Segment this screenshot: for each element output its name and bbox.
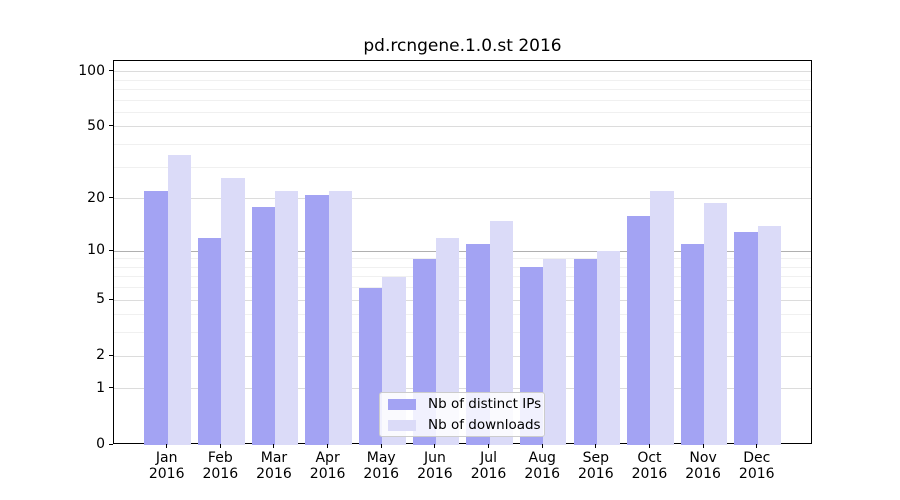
plot-area: Nb of distinct IPs Nb of downloads	[113, 60, 812, 445]
chart-title: pd.rcngene.1.0.st 2016	[363, 36, 562, 56]
y-tick-mark	[109, 197, 113, 199]
legend: Nb of distinct IPs Nb of downloads	[379, 392, 545, 437]
bar-downloads-dec	[757, 225, 782, 445]
gridline	[114, 388, 811, 390]
gridline	[114, 126, 811, 128]
y-tick-label: 2	[96, 347, 105, 364]
legend-label-distinct-ips: Nb of distinct IPs	[428, 396, 542, 412]
x-tick-mark	[488, 444, 490, 448]
legend-item-downloads: Nb of downloads	[380, 417, 544, 433]
bar-distinct-ips-jan	[144, 191, 168, 445]
bar-downloads-jul	[489, 220, 513, 445]
bar-downloads-nov	[704, 202, 728, 445]
y-tick-label: 50	[87, 117, 105, 134]
gridline	[114, 198, 811, 200]
x-tick-label-may: May 2016	[363, 450, 400, 482]
legend-swatch-downloads	[388, 419, 416, 431]
gridline	[114, 144, 811, 146]
bar-distinct-ips-may	[358, 287, 383, 445]
y-tick-mark	[109, 298, 113, 300]
gridline	[114, 99, 811, 101]
x-tick-mark	[595, 444, 597, 448]
bar-distinct-ips-oct	[627, 215, 651, 445]
y-tick-label: 5	[96, 291, 105, 308]
x-tick-mark	[327, 444, 329, 448]
x-tick-mark	[756, 444, 758, 448]
bar-distinct-ips-nov	[680, 244, 705, 445]
bar-downloads-sep	[596, 251, 621, 445]
y-tick-label: 1	[96, 379, 105, 396]
legend-label-downloads: Nb of downloads	[428, 417, 541, 433]
y-tick-label: 100	[78, 62, 105, 79]
gridline	[114, 355, 811, 357]
y-tick-label: 0	[96, 436, 105, 452]
gridline	[114, 314, 811, 316]
x-tick-label-apr: Apr 2016	[309, 450, 346, 482]
x-tick-mark	[273, 444, 275, 448]
legend-item-distinct-ips: Nb of distinct IPs	[380, 396, 544, 412]
x-tick-label-sep: Sep 2016	[577, 450, 614, 482]
y-tick-mark	[109, 125, 113, 127]
x-tick-mark	[648, 444, 650, 448]
gridline	[114, 287, 811, 289]
gridline	[114, 332, 811, 334]
gridline	[114, 250, 811, 252]
x-tick-label-nov: Nov 2016	[685, 450, 721, 482]
x-tick-mark	[219, 444, 221, 448]
y-tick-mark	[109, 249, 113, 251]
bar-downloads-oct	[650, 191, 674, 445]
bar-downloads-apr	[328, 191, 352, 445]
y-tick-mark	[109, 70, 113, 72]
gridline	[114, 266, 811, 268]
bar-distinct-ips-sep	[573, 258, 597, 445]
gridline	[114, 166, 811, 168]
x-tick-mark	[380, 444, 382, 448]
y-tick-mark	[109, 354, 113, 356]
gridline	[114, 79, 811, 81]
y-tick-mark	[109, 387, 113, 389]
bar-downloads-jan	[167, 155, 191, 445]
x-tick-label-jan: Jan 2016	[148, 450, 185, 482]
x-tick-label-jul: Jul 2016	[470, 450, 507, 482]
x-tick-label-jun: Jun 2016	[417, 450, 453, 482]
x-tick-label-mar: Mar 2016	[256, 450, 292, 482]
gridline	[114, 299, 811, 301]
y-tick-mark	[109, 443, 113, 445]
gridline	[114, 89, 811, 91]
x-tick-label-dec: Dec 2016	[738, 450, 775, 482]
legend-swatch-distinct-ips	[388, 398, 416, 410]
x-tick-mark	[166, 444, 168, 448]
bar-downloads-aug	[543, 258, 567, 445]
bar-distinct-ips-apr	[305, 194, 329, 445]
bar-distinct-ips-mar	[251, 206, 275, 445]
x-tick-label-oct: Oct 2016	[631, 450, 668, 482]
bar-distinct-ips-dec	[734, 231, 758, 445]
gridline	[114, 258, 811, 260]
x-tick-mark	[434, 444, 436, 448]
bar-downloads-feb	[221, 178, 245, 445]
gridline	[114, 276, 811, 278]
y-tick-label: 20	[87, 189, 105, 206]
x-tick-label-aug: Aug 2016	[524, 450, 560, 482]
x-tick-mark	[702, 444, 704, 448]
x-tick-mark	[541, 444, 543, 448]
gridline	[114, 71, 811, 73]
bar-downloads-mar	[274, 191, 299, 445]
bar-distinct-ips-feb	[198, 237, 222, 445]
gridline	[114, 111, 811, 113]
y-tick-label: 10	[87, 242, 105, 259]
x-tick-label-feb: Feb 2016	[202, 450, 239, 482]
